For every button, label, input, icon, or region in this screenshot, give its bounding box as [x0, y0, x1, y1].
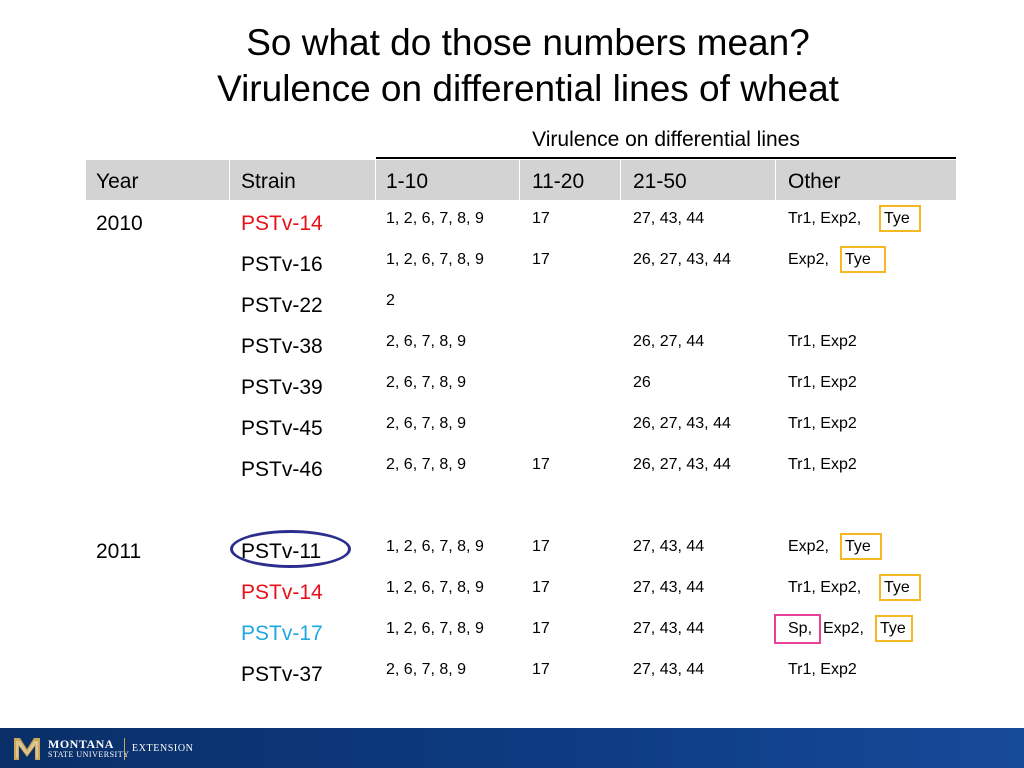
highlight-box-tye — [879, 205, 921, 232]
virulence-1-10-cell: 2, 6, 7, 8, 9 — [386, 661, 467, 678]
virulence-21-50-cell: 26, 27, 43, 44 — [633, 251, 731, 268]
col-header-strain: Strain — [241, 170, 296, 193]
logo-state-university: STATE UNIVERSITY — [48, 750, 130, 759]
virulence-21-50-cell: 26, 27, 44 — [633, 333, 705, 350]
group-header-rule — [376, 157, 956, 159]
header-divider — [375, 160, 376, 200]
virulence-11-20-cell: 17 — [532, 620, 550, 637]
col-header-other: Other — [788, 170, 841, 193]
virulence-other-tye: Tye — [880, 620, 906, 637]
virulence-other-tye: Tye — [845, 251, 871, 268]
virulence-21-50-cell: 27, 43, 44 — [633, 620, 705, 637]
virulence-other-cell: Exp2, — [788, 538, 829, 555]
virulence-other-cell: Tr1, Exp2 — [788, 333, 857, 350]
virulence-11-20-cell: 17 — [532, 579, 550, 596]
strain-cell: PSTv-14 — [241, 212, 323, 235]
strain-cell: PSTv-46 — [241, 458, 323, 481]
strain-cell: PSTv-17 — [241, 622, 323, 645]
logo-divider — [124, 738, 125, 760]
strain-cell: PSTv-37 — [241, 663, 323, 686]
col-header-1-10: 1-10 — [386, 170, 429, 193]
virulence-other-tye: Tye — [884, 579, 910, 596]
virulence-21-50-cell: 26, 27, 43, 44 — [633, 415, 731, 432]
virulence-other-cell: Exp2, — [788, 251, 829, 268]
virulence-other-cell: Tr1, Exp2, — [788, 210, 862, 227]
highlight-circle-pstv-11 — [230, 530, 351, 568]
virulence-1-10-cell: 1, 2, 6, 7, 8, 9 — [386, 210, 484, 227]
virulence-other-tye: Tye — [845, 538, 871, 555]
virulence-other-cell: Tr1, Exp2 — [788, 456, 857, 473]
virulence-21-50-cell: 27, 43, 44 — [633, 538, 705, 555]
virulence-1-10-cell: 1, 2, 6, 7, 8, 9 — [386, 538, 484, 555]
virulence-other-cell: Exp2, — [823, 620, 864, 637]
montana-m-logo-icon — [14, 738, 40, 760]
virulence-21-50-cell: 27, 43, 44 — [633, 579, 705, 596]
col-header-21-50: 21-50 — [633, 170, 687, 193]
virulence-21-50-cell: 27, 43, 44 — [633, 210, 705, 227]
virulence-11-20-cell: 17 — [532, 661, 550, 678]
virulence-11-20-cell: 17 — [532, 456, 550, 473]
virulence-1-10-cell: 2, 6, 7, 8, 9 — [386, 374, 467, 391]
strain-cell: PSTv-45 — [241, 417, 323, 440]
virulence-1-10-cell: 1, 2, 6, 7, 8, 9 — [386, 579, 484, 596]
virulence-11-20-cell: 17 — [532, 251, 550, 268]
year-cell: 2011 — [96, 540, 142, 563]
strain-cell: PSTv-14 — [241, 581, 323, 604]
header-divider — [775, 160, 776, 200]
header-divider — [229, 160, 230, 200]
virulence-11-20-cell: 17 — [532, 538, 550, 555]
header-divider — [519, 160, 520, 200]
strain-cell: PSTv-22 — [241, 294, 323, 317]
footer-gradient — [0, 728, 1024, 768]
col-header-year: Year — [96, 170, 139, 193]
virulence-21-50-cell: 26, 27, 43, 44 — [633, 456, 731, 473]
virulence-1-10-cell: 2, 6, 7, 8, 9 — [386, 456, 467, 473]
virulence-1-10-cell: 2 — [386, 292, 395, 309]
group-header: Virulence on differential lines — [532, 128, 800, 151]
logo-extension: EXTENSION — [132, 743, 194, 754]
year-cell: 2010 — [96, 212, 143, 235]
virulence-other-cell: Tr1, Exp2 — [788, 374, 857, 391]
virulence-1-10-cell: 2, 6, 7, 8, 9 — [386, 333, 467, 350]
header-divider — [620, 160, 621, 200]
table-header-row: Year Strain 1-10 11-20 21-50 Other — [86, 160, 956, 200]
virulence-1-10-cell: 1, 2, 6, 7, 8, 9 — [386, 251, 484, 268]
virulence-other-cell: Tr1, Exp2 — [788, 415, 857, 432]
virulence-other-tye: Tye — [884, 210, 910, 227]
strain-cell: PSTv-16 — [241, 253, 323, 276]
virulence-1-10-cell: 1, 2, 6, 7, 8, 9 — [386, 620, 484, 637]
highlight-box-sp — [774, 614, 821, 644]
title-line-2: Virulence on differential lines of wheat — [217, 68, 839, 109]
logo-montana: MONTANA — [48, 737, 114, 751]
virulence-21-50-cell: 26 — [633, 374, 651, 391]
virulence-other-sp: Sp, — [788, 620, 813, 637]
footer-bar: MONTANA STATE UNIVERSITY EXTENSION — [0, 728, 1024, 768]
highlight-box-tye — [840, 246, 886, 273]
highlight-box-tye — [875, 615, 913, 642]
highlight-box-tye — [840, 533, 882, 560]
virulence-11-20-cell: 17 — [532, 210, 550, 227]
virulence-other-cell: Tr1, Exp2 — [788, 661, 857, 678]
strain-cell: PSTv-39 — [241, 376, 323, 399]
virulence-21-50-cell: 27, 43, 44 — [633, 661, 705, 678]
slide-title: So what do those numbers mean? Virulence… — [0, 20, 1024, 112]
virulence-1-10-cell: 2, 6, 7, 8, 9 — [386, 415, 467, 432]
col-header-11-20: 11-20 — [532, 170, 585, 193]
highlight-box-tye — [879, 574, 921, 601]
strain-cell: PSTv-38 — [241, 335, 323, 358]
title-line-1: So what do those numbers mean? — [246, 22, 810, 63]
virulence-other-cell: Tr1, Exp2, — [788, 579, 862, 596]
